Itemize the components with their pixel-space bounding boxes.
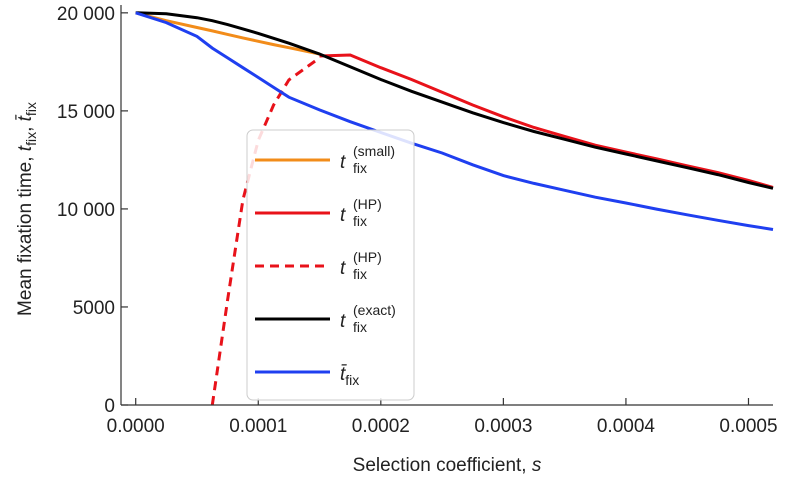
x-tick-label: 0.0001	[229, 416, 287, 437]
y-label-part: fix	[23, 132, 39, 146]
series-line	[210, 56, 321, 406]
legend-sup: (exact)	[353, 302, 396, 318]
x-tick-label: 0.0002	[352, 416, 410, 437]
legend-sub: fix	[345, 372, 359, 388]
legend-var: t̄	[340, 364, 347, 385]
y-label-part: Mean fixation time,	[15, 151, 36, 316]
y-tick-label: 0	[104, 396, 115, 417]
x-axis-label: Selection coefficient, s	[353, 455, 542, 476]
y-tick-label: 15 000	[57, 102, 115, 123]
legend-label: t (small) fix	[340, 143, 395, 176]
legend-sub: fix	[353, 213, 367, 229]
x-tick-label: 0.0004	[597, 416, 656, 437]
y-axis-label: Mean fixation time, tfix, t̄fix	[15, 102, 39, 316]
y-label-part: t̄	[15, 114, 36, 121]
x-tick-label: 0.0005	[719, 416, 777, 437]
legend-label: t (HP) fix	[340, 249, 382, 282]
x-label-var: s	[532, 455, 542, 476]
y-tick-label: 20 000	[57, 4, 115, 25]
legend-sup: (HP)	[353, 196, 382, 212]
y-label-part: ,	[15, 121, 36, 132]
y-label-part: t	[15, 145, 36, 151]
legend-var: t	[340, 152, 346, 173]
y-tick-label: 5000	[73, 298, 115, 319]
legend-var: t	[340, 258, 346, 279]
x-tick-label: 0.0003	[474, 416, 532, 437]
legend-sub: fix	[353, 319, 367, 335]
x-label-text: Selection coefficient,	[353, 455, 532, 476]
series-line	[135, 11, 774, 190]
series-line	[319, 53, 774, 189]
legend-var: t	[340, 311, 346, 332]
x-tick-label: 0.0000	[107, 416, 165, 437]
legend-var: t	[340, 205, 346, 226]
legend-sub: fix	[353, 160, 367, 176]
series-line	[135, 11, 320, 56]
legend-box	[246, 129, 415, 401]
legend-sup: (HP)	[353, 249, 382, 265]
series-line	[135, 11, 774, 231]
y-tick-label: 10 000	[57, 200, 115, 221]
legend-label: t (HP) fix	[340, 196, 382, 229]
legend-sup: (small)	[353, 143, 395, 159]
legend-sub: fix	[353, 266, 367, 282]
legend-label: t (exact) fix	[340, 302, 396, 335]
y-label-part: fix	[23, 102, 39, 116]
legend-label: t̄fix	[340, 364, 359, 388]
